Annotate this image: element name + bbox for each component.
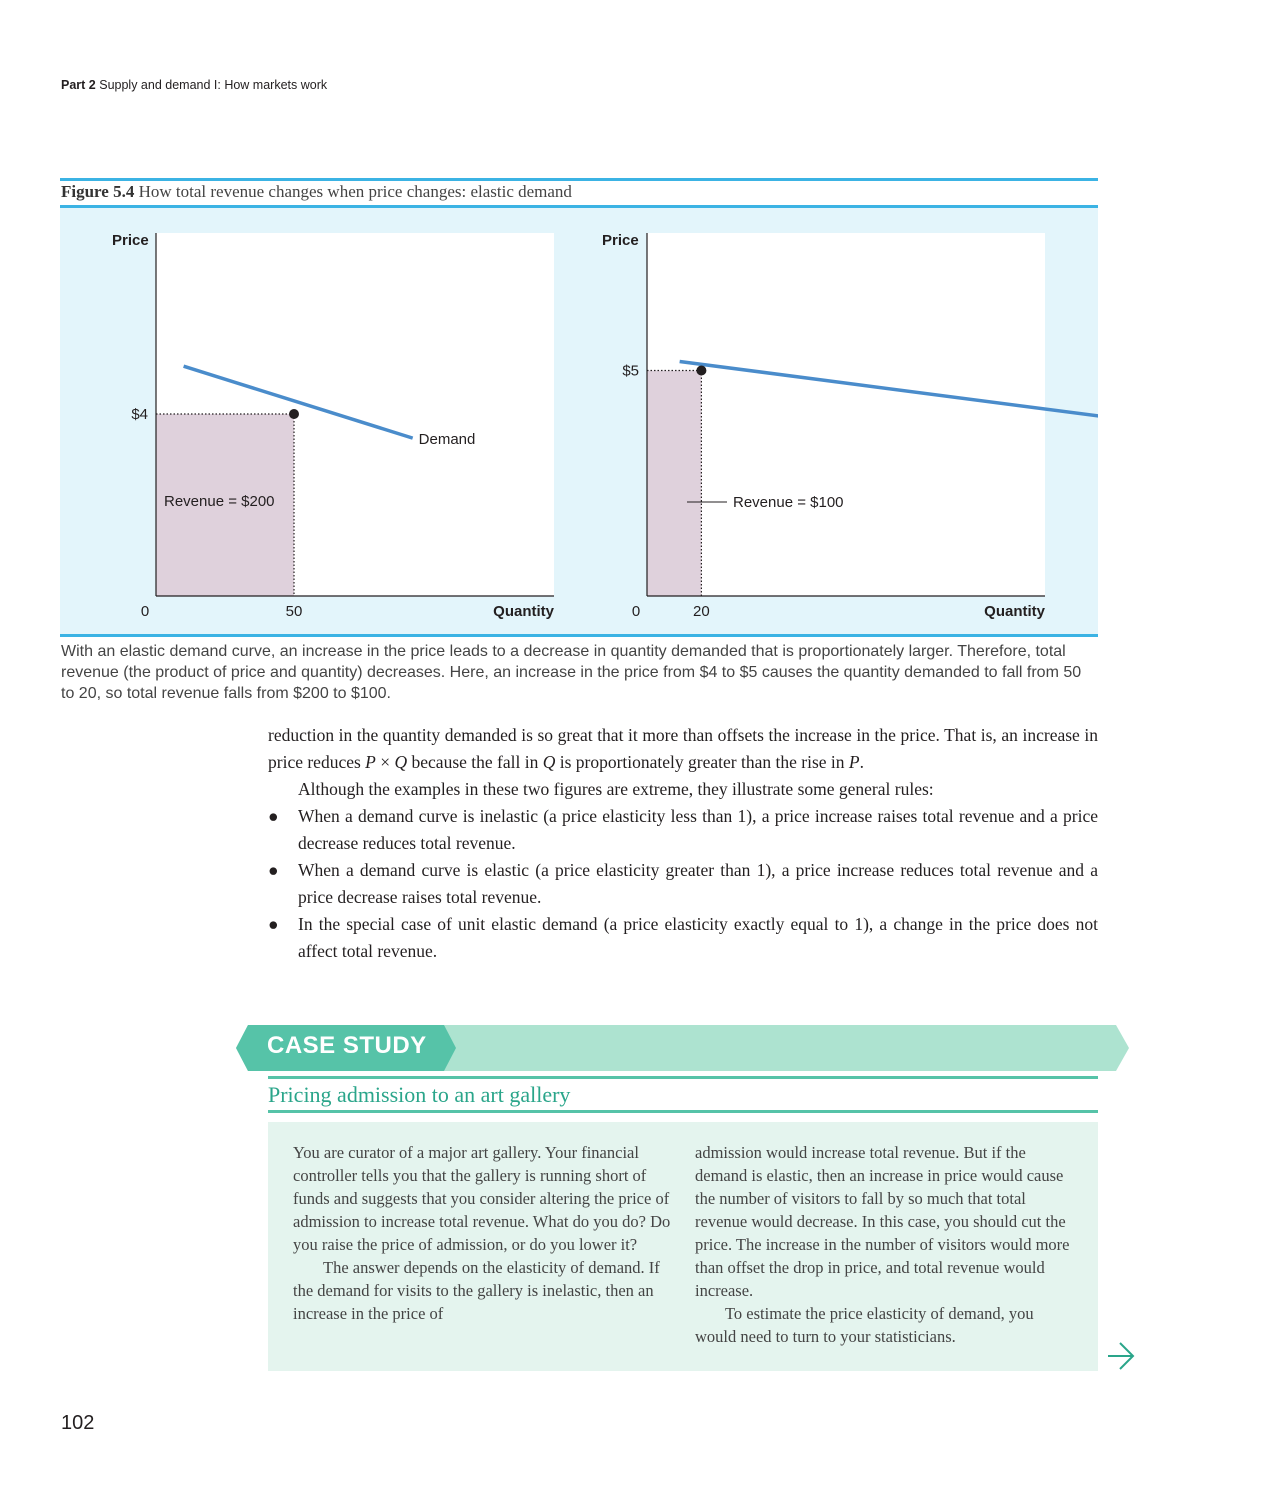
case-paragraph: To estimate the price elasticity of dema… bbox=[695, 1304, 1034, 1346]
case-paragraph: The answer depends on the elasticity of … bbox=[293, 1258, 660, 1323]
figure-top-rule bbox=[60, 178, 1098, 181]
demand-line bbox=[679, 359, 1098, 418]
case-study-rule-bottom bbox=[268, 1110, 1098, 1113]
y-axis-label: Price bbox=[602, 232, 639, 249]
equilibrium-point bbox=[696, 365, 707, 376]
x-axis-label: Quantity bbox=[984, 603, 1045, 620]
x-tick-label: 50 bbox=[286, 603, 303, 620]
y-tick-label: $4 bbox=[131, 406, 148, 423]
arrow-right-icon[interactable] bbox=[1106, 1340, 1136, 1372]
origin-label: 0 bbox=[632, 603, 640, 620]
figure-charts: Demand Price Quantity 0 50 $4 Revenue = $200 D… bbox=[112, 232, 1098, 620]
rule-item: ● When a demand curve is inelastic (a pri… bbox=[268, 803, 1098, 857]
equilibrium-point bbox=[289, 409, 299, 419]
chart-left: Demand Price Quantity 0 50 $4 Revenue = $200 bbox=[112, 232, 555, 620]
x-tick-label: 20 bbox=[693, 603, 710, 620]
rules-list: ● When a demand curve is inelastic (a pri… bbox=[268, 803, 1098, 965]
plot-area bbox=[647, 233, 1045, 596]
case-study-banner bbox=[236, 1025, 1129, 1071]
running-head-title: Supply and demand I: How markets work bbox=[99, 78, 328, 92]
body-text: reduction in the quantity demanded is so… bbox=[268, 722, 1098, 965]
case-paragraph: admission would increase total revenue. … bbox=[695, 1143, 1070, 1300]
revenue-area bbox=[647, 370, 702, 596]
rule-item: ● When a demand curve is elastic (a price… bbox=[268, 857, 1098, 911]
case-study-column-left: You are curator of a major art gallery. … bbox=[293, 1141, 673, 1325]
y-tick-label: $5 bbox=[622, 363, 639, 380]
rule-item: ● In the special case of unit elastic dem… bbox=[268, 911, 1098, 965]
bullet-icon: ● bbox=[268, 914, 279, 934]
demand-label: Demand bbox=[419, 431, 476, 448]
body-paragraph-1: reduction in the quantity demanded is so… bbox=[268, 725, 1098, 772]
revenue-label: Revenue = $200 bbox=[164, 493, 275, 510]
figure-caption-text: How total revenue changes when price cha… bbox=[138, 182, 572, 201]
figure-description: With an elastic demand curve, an increas… bbox=[61, 643, 1082, 702]
bullet-icon: ● bbox=[268, 806, 279, 826]
revenue-area bbox=[156, 414, 294, 596]
running-head: Part 2 Supply and demand I: How markets … bbox=[61, 78, 327, 92]
case-study-column-right: admission would increase total revenue. … bbox=[695, 1141, 1075, 1348]
revenue-label: Revenue = $100 bbox=[733, 494, 844, 511]
demand-line bbox=[183, 364, 414, 440]
x-axis-label: Quantity bbox=[493, 603, 554, 620]
case-study-label: CASE STUDY bbox=[267, 1032, 427, 1059]
figure-number: Figure 5.4 bbox=[61, 182, 135, 201]
page-number: 102 bbox=[61, 1412, 95, 1434]
y-axis-label: Price bbox=[112, 232, 149, 249]
origin-label: 0 bbox=[141, 603, 149, 620]
case-study-box bbox=[268, 1122, 1098, 1371]
body-paragraph-2: Although the examples in these two figur… bbox=[298, 779, 934, 799]
case-study-rule-top bbox=[268, 1076, 1098, 1079]
case-study-title: Pricing admission to an art gallery bbox=[268, 1082, 571, 1107]
figure-panel: Demand Price Quantity 0 50 $4 Revenue = $200 D… bbox=[60, 205, 1098, 637]
bullet-icon: ● bbox=[268, 860, 279, 880]
figure-caption: Figure 5.4 How total revenue changes whe… bbox=[61, 182, 572, 202]
running-head-part: Part 2 bbox=[61, 78, 96, 92]
case-paragraph: You are curator of a major art gallery. … bbox=[293, 1143, 671, 1254]
